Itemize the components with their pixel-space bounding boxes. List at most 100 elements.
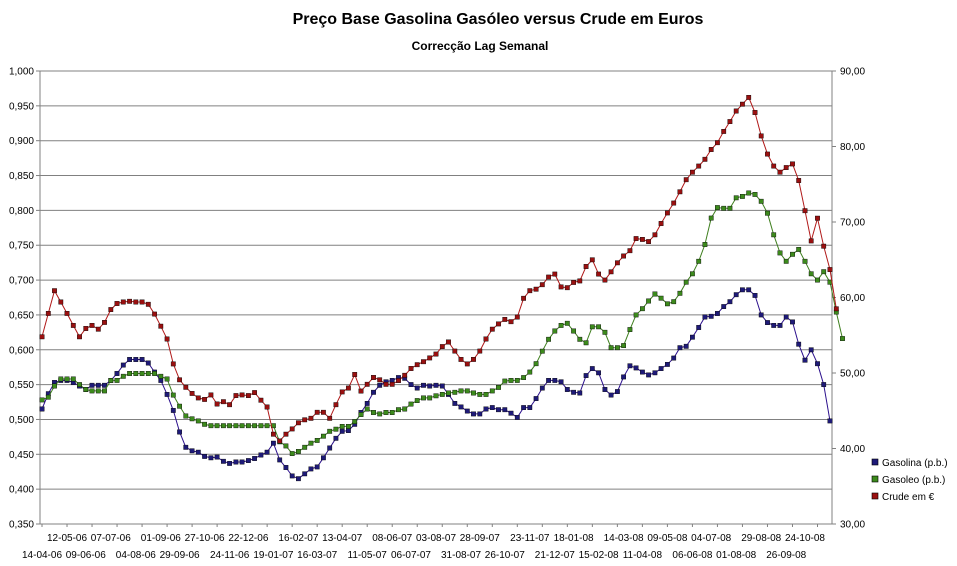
data-point — [145, 360, 151, 366]
data-point — [95, 388, 101, 394]
data-point — [721, 128, 727, 134]
data-point — [239, 423, 245, 429]
data-point — [583, 340, 589, 346]
data-point — [539, 385, 545, 391]
data-point — [496, 407, 501, 413]
data-point — [646, 239, 652, 244]
data-point — [602, 329, 608, 335]
data-point — [446, 390, 451, 396]
data-point — [170, 361, 176, 367]
x-tick-label-bottom: 14-04-06 — [22, 550, 62, 561]
x-tick-label-bottom: 31-08-07 — [441, 550, 481, 561]
data-point — [527, 288, 533, 294]
data-point — [733, 195, 739, 201]
data-point — [658, 221, 664, 226]
data-point — [114, 371, 120, 376]
y-left-tick-label: 0,600 — [9, 345, 34, 356]
data-point — [52, 383, 57, 389]
data-point — [552, 378, 558, 383]
data-point — [233, 423, 239, 429]
series-crude — [39, 94, 839, 444]
y-right-tick-label: 30,00 — [840, 520, 865, 531]
x-tick-label-top: 16-02-07 — [278, 533, 318, 544]
data-point — [608, 345, 614, 351]
x-tick-label-bottom: 21-12-07 — [535, 550, 575, 561]
data-point — [808, 347, 814, 353]
data-point — [302, 471, 308, 477]
data-point — [514, 314, 520, 320]
data-point — [477, 348, 483, 354]
data-point — [715, 311, 720, 316]
data-point — [783, 165, 789, 170]
data-point — [452, 348, 458, 354]
data-point — [264, 404, 270, 410]
data-point — [308, 466, 314, 472]
data-point — [708, 215, 714, 221]
legend-label-crude: Crude em € — [882, 492, 935, 503]
data-point — [252, 423, 257, 429]
y-left-tick-label: 0,900 — [9, 136, 34, 147]
data-point — [452, 389, 458, 395]
data-point — [777, 169, 783, 175]
series-gasolina — [39, 287, 833, 482]
data-point — [308, 440, 314, 446]
data-point — [102, 382, 107, 388]
data-point — [508, 378, 514, 383]
data-point — [577, 390, 583, 396]
data-point — [502, 378, 508, 384]
data-point — [333, 402, 339, 408]
data-point — [765, 320, 770, 325]
data-point — [377, 411, 383, 417]
data-point — [227, 423, 232, 429]
data-point — [89, 323, 95, 328]
data-point — [802, 258, 808, 264]
data-point — [220, 458, 226, 464]
data-point — [177, 377, 182, 383]
data-point — [740, 287, 745, 293]
data-point — [746, 287, 752, 293]
data-point — [677, 189, 683, 195]
data-point — [77, 334, 82, 340]
data-point — [208, 423, 214, 429]
x-tick-label-top: 04-07-08 — [691, 533, 731, 544]
x-tick-label-bottom: 24-11-06 — [210, 550, 250, 561]
data-point — [245, 458, 251, 463]
data-point — [546, 336, 552, 342]
data-point — [821, 269, 827, 275]
data-point — [821, 243, 827, 249]
data-point — [633, 236, 639, 241]
data-point — [464, 388, 470, 394]
data-point — [139, 357, 145, 362]
data-point — [840, 336, 845, 341]
data-point — [358, 388, 364, 394]
data-point — [571, 389, 577, 395]
data-point — [502, 317, 508, 322]
data-point — [133, 371, 139, 376]
data-point — [608, 269, 614, 275]
data-point — [383, 381, 389, 387]
legend: Gasolina (p.b.) Gasoleo (p.b.) Crude em … — [871, 458, 948, 503]
data-point — [189, 416, 195, 422]
data-point — [646, 372, 652, 378]
data-point — [271, 440, 276, 446]
data-point — [521, 295, 527, 301]
x-tick-label-bottom: 06-07-07 — [391, 550, 431, 561]
data-point — [77, 382, 82, 387]
data-point — [396, 407, 401, 413]
y-left-tick-label: 0,750 — [9, 241, 34, 252]
data-point — [489, 405, 495, 410]
data-point — [339, 424, 345, 429]
x-tick-label-top: 13-04-07 — [322, 533, 362, 544]
x-tick-label-bottom: 11-04-08 — [623, 550, 663, 561]
data-point — [158, 323, 164, 329]
x-tick-label-top: 03-08-07 — [416, 533, 456, 544]
data-point — [746, 190, 752, 196]
data-point — [95, 382, 101, 388]
data-point — [552, 271, 558, 277]
data-point — [264, 423, 270, 429]
y-left-tick-label: 0,350 — [9, 520, 34, 531]
data-point — [145, 301, 151, 307]
data-point — [702, 242, 708, 247]
data-point — [477, 411, 483, 417]
data-point — [627, 363, 633, 369]
